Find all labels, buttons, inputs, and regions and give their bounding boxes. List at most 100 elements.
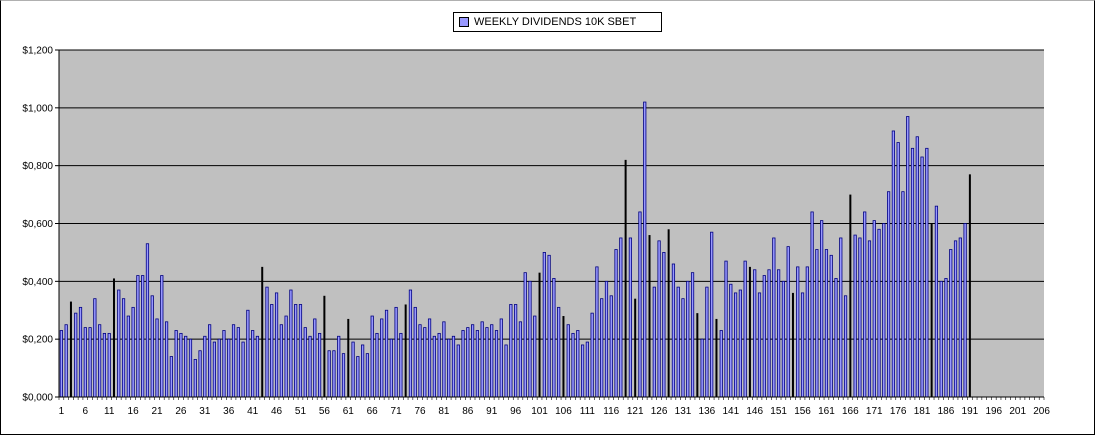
bar — [953, 240, 958, 398]
bar — [212, 341, 217, 398]
bar — [231, 324, 236, 398]
bar — [88, 327, 92, 398]
x-tick-label: 176 — [890, 406, 907, 417]
bar — [265, 286, 269, 398]
bar — [963, 223, 967, 398]
x-tick-label: 161 — [818, 406, 835, 417]
bar — [78, 306, 83, 398]
bar — [767, 269, 771, 398]
x-tick-label: 166 — [842, 406, 859, 417]
bar — [863, 211, 867, 398]
bar — [461, 330, 465, 398]
bar — [504, 344, 508, 398]
bar — [619, 237, 623, 398]
bar — [107, 332, 111, 398]
bar — [934, 205, 939, 398]
bar — [514, 304, 518, 398]
bar — [193, 359, 197, 398]
x-tick-label: 46 — [271, 406, 283, 417]
bar — [762, 275, 766, 398]
x-tick-label: 1 — [59, 406, 65, 417]
bar — [308, 335, 312, 398]
bar — [580, 344, 585, 398]
legend: WEEKLY DIVIDENDS 10K SBET — [453, 12, 662, 32]
bar — [849, 194, 852, 397]
bar — [843, 295, 848, 398]
y-tick-label: $0,400 — [22, 277, 53, 288]
x-tick-label: 61 — [343, 406, 355, 417]
bar — [896, 142, 900, 398]
bar — [772, 237, 776, 398]
y-tick-label: $0,200 — [22, 335, 53, 346]
bar — [791, 292, 794, 397]
bar — [944, 278, 948, 398]
bar — [136, 275, 140, 398]
bar — [757, 292, 762, 398]
bar — [198, 350, 202, 398]
bar — [738, 289, 742, 398]
x-tick-label: 66 — [367, 406, 379, 417]
bar — [222, 330, 226, 398]
bar — [289, 289, 293, 398]
bar — [332, 350, 336, 398]
bar — [523, 272, 527, 398]
x-tick-label: 16 — [128, 406, 140, 417]
bar — [451, 335, 456, 398]
bar — [824, 249, 829, 398]
bar — [600, 298, 604, 398]
bar — [796, 266, 800, 398]
bar — [298, 304, 303, 398]
bar — [365, 353, 370, 398]
bar — [59, 330, 63, 398]
bar — [303, 327, 307, 398]
bar — [906, 116, 910, 398]
bar — [236, 327, 240, 398]
bar — [490, 324, 494, 398]
bar — [901, 191, 905, 398]
bar — [150, 295, 154, 398]
bar — [112, 278, 115, 397]
bar — [294, 304, 298, 398]
x-tick-label: 201 — [1009, 406, 1026, 417]
bar — [657, 240, 661, 398]
bar — [829, 254, 833, 398]
x-tick-label: 131 — [675, 406, 692, 417]
bar — [648, 235, 651, 397]
x-tick-label: 36 — [223, 406, 235, 417]
bar — [394, 306, 398, 398]
bar — [715, 318, 718, 397]
bar — [614, 249, 618, 398]
bar — [609, 295, 613, 398]
bar — [562, 316, 565, 397]
bar — [877, 228, 881, 398]
bar — [164, 321, 169, 398]
bar — [442, 321, 446, 398]
bar — [671, 263, 676, 398]
bar — [117, 289, 121, 398]
bar — [920, 156, 924, 398]
bar — [274, 292, 279, 398]
bar — [471, 324, 475, 398]
bar — [375, 332, 379, 398]
x-tick-label: 151 — [770, 406, 787, 417]
x-tick-label: 96 — [510, 406, 522, 417]
bar — [724, 260, 728, 398]
bar — [743, 260, 747, 398]
bar — [729, 283, 733, 398]
bar — [384, 309, 389, 398]
bar — [719, 330, 723, 398]
x-tick-label: 106 — [555, 406, 572, 417]
bar — [427, 318, 432, 398]
bar — [595, 266, 599, 398]
bar — [466, 327, 470, 398]
bar — [552, 278, 556, 398]
x-tick-label: 51 — [295, 406, 307, 417]
bar — [777, 269, 781, 398]
x-tick-label: 11 — [104, 406, 115, 417]
bar — [643, 101, 647, 398]
bar — [246, 309, 250, 398]
bar — [542, 252, 546, 398]
bar — [284, 315, 288, 398]
bar — [815, 249, 819, 398]
bar — [480, 321, 484, 398]
